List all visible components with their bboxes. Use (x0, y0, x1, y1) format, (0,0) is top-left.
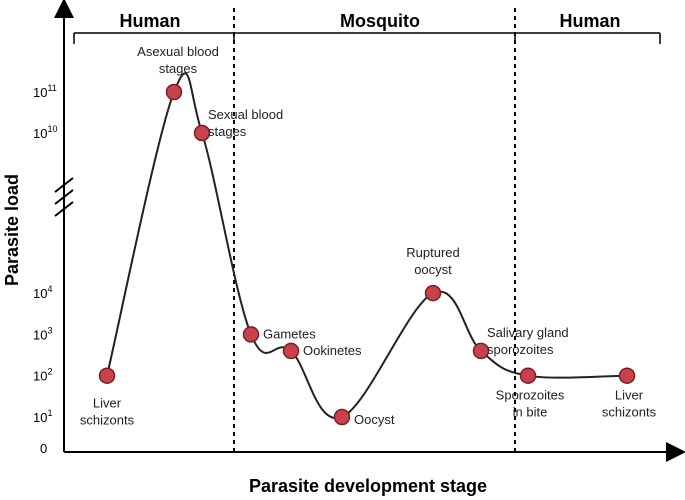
data-point (519, 367, 537, 384)
data-point (618, 367, 636, 384)
data-point (98, 367, 116, 384)
phase-bracket (73, 32, 661, 44)
y-axis-break (54, 177, 74, 217)
data-point-label: Gametes (263, 326, 316, 341)
data-point-label: Asexual blood stages (137, 44, 219, 76)
data-point (193, 124, 211, 142)
data-point (424, 284, 442, 302)
y-axis-title: Parasite load (2, 174, 22, 286)
y-tick-label: 1010 (33, 124, 57, 141)
y-tick-label: 104 (33, 284, 52, 301)
data-point-label: Salivary gland sporozoites (487, 325, 569, 357)
y-tick-label: 1011 (33, 83, 57, 100)
y-tick-label: 0 (40, 441, 47, 456)
y-tick-labels: 0 101 102 103 104 1010 1011 (33, 83, 57, 456)
data-point (282, 342, 300, 360)
phase-label-mosquito: Mosquito (340, 11, 420, 31)
y-tick-label: 101 (33, 408, 52, 425)
data-point-label: Ookinetes (303, 343, 362, 358)
data-point-label: Sporozoites in bite (496, 388, 565, 420)
y-tick-label: 102 (33, 367, 52, 384)
data-point-label: Liver schizonts (80, 396, 135, 428)
data-point-label: Oocyst (354, 412, 395, 427)
data-points (98, 83, 636, 426)
phase-label-human-1: Human (119, 11, 180, 31)
phase-label-human-2: Human (559, 11, 620, 31)
y-tick-label: 103 (33, 325, 52, 342)
data-point-label: Liver schizonts (602, 388, 657, 420)
data-point-label: Sexual blood stages (208, 107, 283, 139)
data-point (165, 83, 183, 101)
data-point (333, 408, 351, 426)
data-point (242, 326, 260, 343)
x-axis-title: Parasite development stage (249, 476, 487, 496)
parasite-load-curve (106, 72, 628, 420)
data-point-label: Ruptured oocyst (406, 245, 459, 277)
point-labels: Liver schizonts Asexual blood stages Sexual … (80, 44, 657, 428)
data-point (472, 342, 490, 360)
